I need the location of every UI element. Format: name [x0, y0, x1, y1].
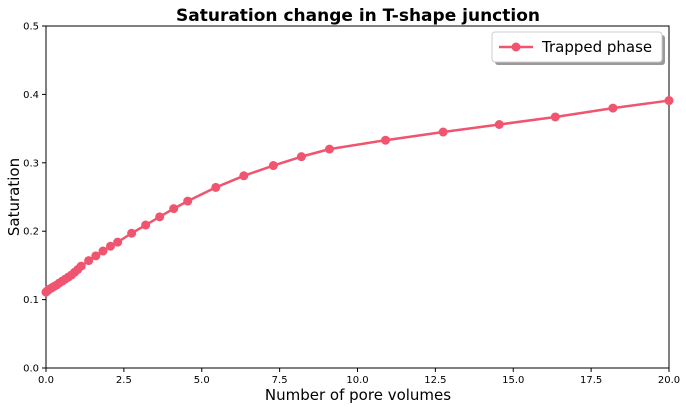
x-tick-label: 20.0	[658, 375, 680, 386]
data-point	[296, 152, 306, 162]
x-axis-label: Number of pore volumes	[265, 386, 451, 404]
data-point	[211, 182, 221, 192]
data-point	[550, 112, 560, 122]
data-point	[141, 220, 151, 230]
data-point	[169, 204, 179, 214]
y-axis-label: Saturation	[5, 158, 23, 236]
x-tick-label: 17.5	[580, 375, 602, 386]
x-tick-label: 0.0	[38, 375, 54, 386]
x-axis: 0.0 2.5 5.0 7.5 10.0 12.5 15.0 17.5 20.0	[38, 368, 680, 386]
legend: Trapped phase	[491, 31, 665, 65]
y-tick-label: 0.0	[23, 364, 39, 375]
data-point	[324, 144, 334, 154]
x-tick-label: 7.5	[272, 375, 288, 386]
data-point	[155, 212, 165, 222]
y-tick-label: 0.4	[23, 90, 39, 101]
data-point	[127, 228, 137, 238]
plot-area	[45, 25, 670, 369]
y-axis: 0.0 0.1 0.2 0.3 0.4 0.5	[23, 22, 46, 375]
legend-label: Trapped phase	[541, 38, 652, 56]
data-point	[664, 96, 674, 106]
data-point	[438, 127, 448, 137]
data-point	[113, 237, 123, 247]
data-point	[91, 251, 101, 261]
x-tick-label: 5.0	[194, 375, 210, 386]
x-tick-label: 2.5	[116, 375, 132, 386]
y-tick-label: 0.1	[23, 295, 39, 306]
x-tick-label: 10.0	[346, 375, 368, 386]
chart-title: Saturation change in T-shape junction	[176, 6, 540, 26]
data-point	[98, 246, 108, 256]
data-point	[239, 171, 249, 181]
y-tick-label: 0.5	[23, 22, 39, 33]
x-tick-label: 15.0	[502, 375, 524, 386]
data-point	[183, 196, 193, 206]
y-tick-label: 0.3	[23, 158, 39, 169]
data-point	[608, 103, 618, 113]
data-point	[494, 119, 504, 129]
data-point	[381, 135, 391, 145]
series-trapped-phase	[41, 96, 674, 297]
data-point	[84, 256, 94, 266]
x-tick-label: 12.5	[424, 375, 446, 386]
legend-box	[491, 31, 663, 63]
data-point	[105, 241, 115, 251]
data-point	[76, 261, 86, 271]
legend-point-marker	[511, 42, 521, 52]
y-tick-label: 0.2	[23, 227, 39, 238]
data-point	[268, 161, 278, 171]
